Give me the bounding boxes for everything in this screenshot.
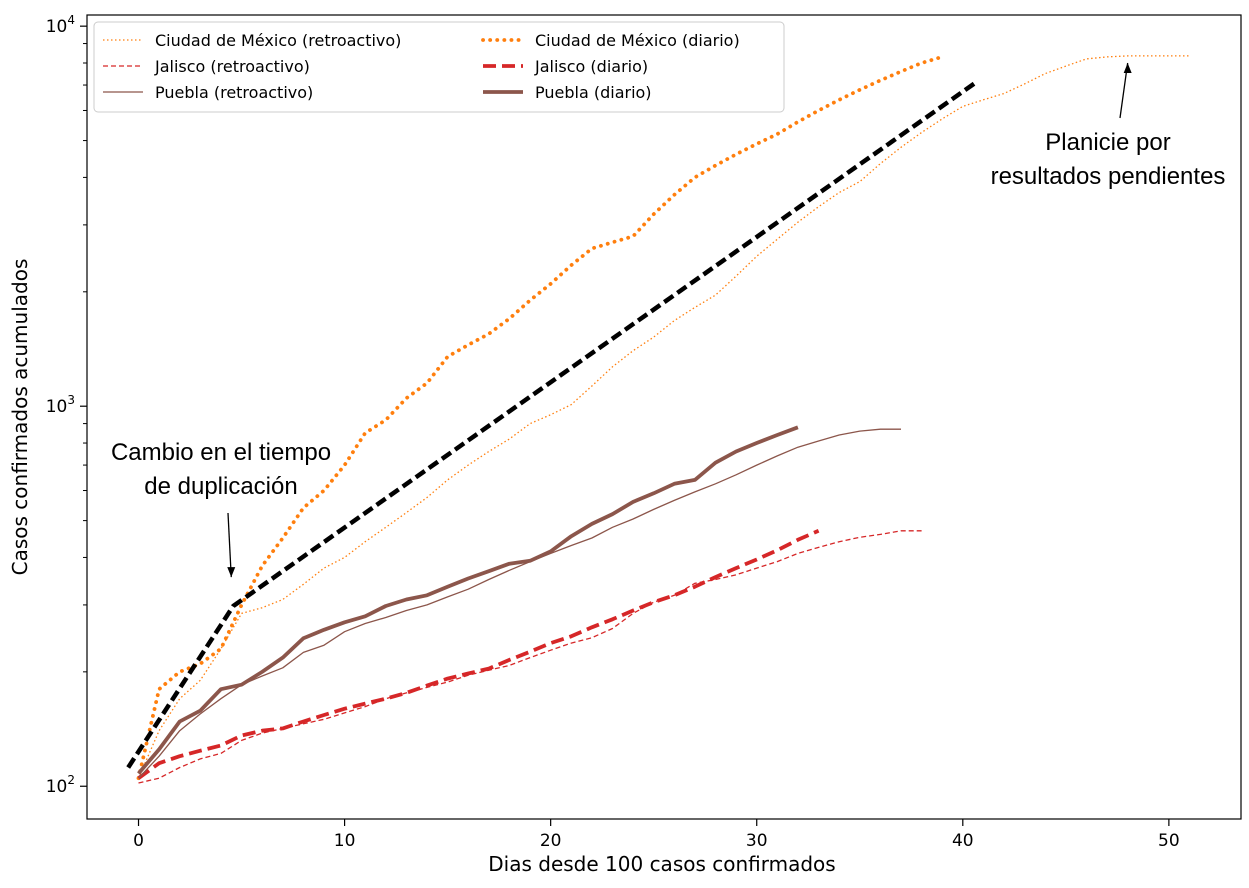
- legend-label-jalisco-diario: Jalisco (diario): [534, 57, 648, 76]
- annotation-layer: Cambio en el tiempo de duplicación Planici…: [111, 62, 1226, 578]
- legend-label-puebla-diario: Puebla (diario): [535, 83, 652, 102]
- trend-line: [126, 79, 979, 769]
- x-tick-label: 30: [746, 831, 768, 851]
- series-line-jalisco-diario: [137, 529, 820, 780]
- x-tick-label: 0: [133, 831, 144, 851]
- annotation-doubling-line-2: de duplicación: [144, 473, 297, 500]
- annotation-doubling-arrow: [227, 512, 232, 578]
- axes: 0 10 20 30 40 50 102 103 104: [46, 13, 1180, 851]
- annotation-plateau-line-1: Planicie por: [1045, 129, 1170, 156]
- series-line-jalisco-retroactivo: [138, 530, 922, 784]
- series-line-puebla-diario: [137, 425, 799, 775]
- x-axis-title: Dias desde 100 casos confirmados: [488, 852, 835, 876]
- legend-box: [93, 21, 785, 113]
- y-tick-label: 104: [46, 13, 75, 37]
- series-line-puebla-retroactivo: [138, 428, 901, 779]
- x-tick-label: 10: [334, 831, 356, 851]
- legend-label-ciudad-de-mexico-diario: Ciudad de México (diario): [535, 31, 740, 50]
- x-tick-label: 40: [952, 831, 974, 851]
- legend-label-ciudad-de-mexico-retroactivo: Ciudad de México (retroactivo): [155, 31, 401, 50]
- y-tick-label: 102: [46, 773, 75, 797]
- x-tick-label: 20: [540, 831, 562, 851]
- series-layer: [126, 55, 1190, 784]
- annotation-plateau-arrow-head: [1123, 62, 1132, 73]
- annotation-plateau-line-2: resultados pendientes: [991, 163, 1226, 190]
- annotation-doubling-arrow-head: [227, 567, 236, 578]
- plot-frame: [86, 14, 1242, 820]
- y-tick-label: 103: [46, 393, 75, 417]
- legend-label-puebla-retroactivo: Puebla (retroactivo): [155, 83, 313, 102]
- legend-label-jalisco-retroactivo: Jalisco (retroactivo): [154, 57, 310, 76]
- series-line-ciudad-de-mexico-diario: [136, 55, 945, 781]
- annotation-doubling-line-1: Cambio en el tiempo: [111, 439, 331, 466]
- legend: Ciudad de México (retroactivo) Jalisco (r…: [93, 21, 785, 113]
- x-tick-label: 50: [1158, 831, 1180, 851]
- series-line-ciudad-de-mexico-retroactivo: [137, 55, 1190, 779]
- y-axis-title: Casos confirmados acumulados: [8, 259, 32, 576]
